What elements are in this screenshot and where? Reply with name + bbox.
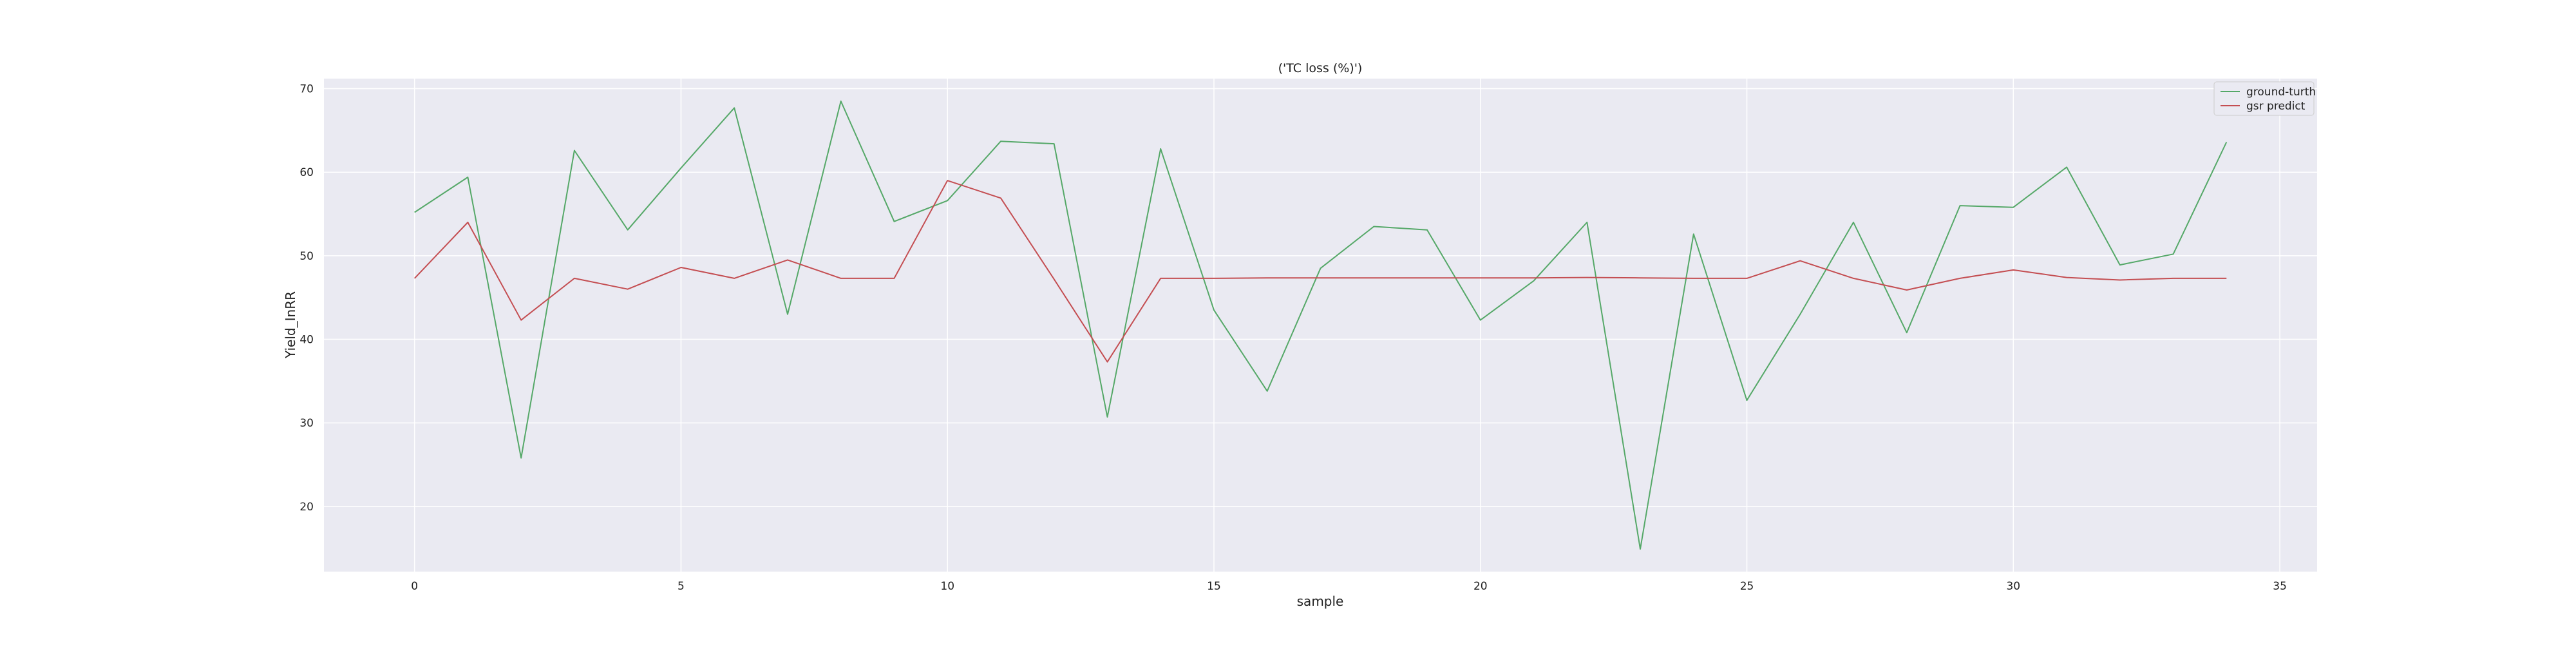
y-tick-label: 60 (299, 166, 314, 179)
y-tick-label: 20 (299, 501, 314, 514)
data-series (413, 101, 2228, 550)
series-line-ground-turth (414, 101, 2228, 550)
x-tick-label: 20 (1473, 580, 1488, 593)
x-tick-label: 10 (940, 580, 954, 593)
x-tick-label: 15 (1207, 580, 1221, 593)
legend: ground-turth gsr predict (2213, 81, 2316, 116)
x-tick-label: 35 (2273, 580, 2287, 593)
plot-area-background (324, 79, 2317, 572)
y-axis-label: Yield_InRR (283, 291, 298, 359)
axis-ticks: 0 5 10 15 20 25 30 35 20 30 40 50 60 70 (299, 83, 2287, 593)
y-tick-label: 40 (299, 334, 314, 347)
x-tick-label: 30 (2006, 580, 2020, 593)
x-tick-label: 5 (677, 580, 685, 593)
legend-label-gsr-predict: gsr predict (2246, 100, 2306, 113)
chart-title: ('TC loss (%)') (1278, 61, 1363, 75)
legend-label-ground-turth: ground-turth (2246, 86, 2316, 99)
x-axis-label: sample (1297, 594, 1344, 609)
x-tick-label: 0 (411, 580, 418, 593)
legend-box (2213, 81, 2315, 116)
y-tick-label: 30 (299, 417, 314, 430)
x-tick-label: 25 (1740, 580, 1754, 593)
y-tick-label: 50 (299, 250, 314, 263)
series-line-gsr-predict (413, 180, 2227, 363)
grid-lines (324, 79, 2317, 572)
y-tick-label: 70 (299, 83, 314, 96)
